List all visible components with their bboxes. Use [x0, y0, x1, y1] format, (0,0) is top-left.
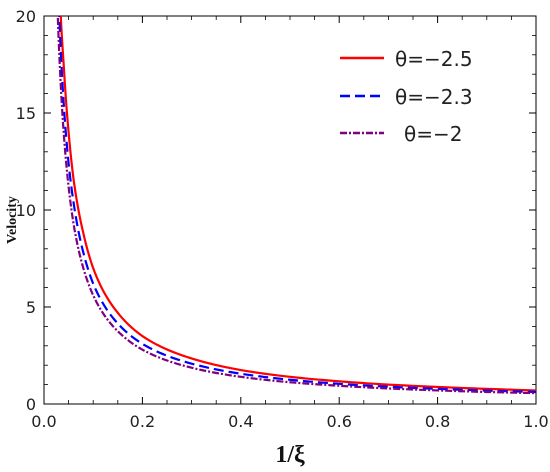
y-tick-label: 15 [16, 104, 36, 123]
y-axis-title: Velocity [5, 196, 20, 244]
x-tick-label: 0.8 [425, 412, 450, 431]
legend-label-2: θ=−2.3 [395, 85, 473, 109]
x-axis-title-text: 1/ξ [275, 442, 305, 468]
x-axis-title: 1/ξ [275, 442, 305, 468]
x-tick-label: 0.4 [228, 412, 253, 431]
legend-label-3: θ=−2 [404, 122, 462, 146]
y-tick-label: 5 [26, 298, 36, 317]
legend: θ=−2.5 θ=−2.3 θ=−2 [340, 47, 473, 146]
legend-label-1: θ=−2.5 [395, 47, 473, 71]
y-tick-label: 20 [16, 7, 36, 26]
series-line-1 [59, 16, 536, 392]
x-tick-label: 0.6 [326, 412, 351, 431]
x-tick-label: 1.0 [523, 412, 548, 431]
x-tick-label: 0.2 [130, 412, 155, 431]
series-lines [56, 16, 536, 395]
axis-ticks [43, 15, 537, 405]
y-tick-label: 10 [16, 201, 36, 220]
series-line-3 [56, 16, 536, 395]
series-line-2 [58, 16, 536, 394]
axis-tick-labels: 0.0 0.2 0.4 0.6 0.8 1.0 0 5 10 15 20 [16, 7, 549, 431]
y-tick-label: 0 [26, 395, 36, 414]
x-tick-label: 0.0 [31, 412, 56, 431]
